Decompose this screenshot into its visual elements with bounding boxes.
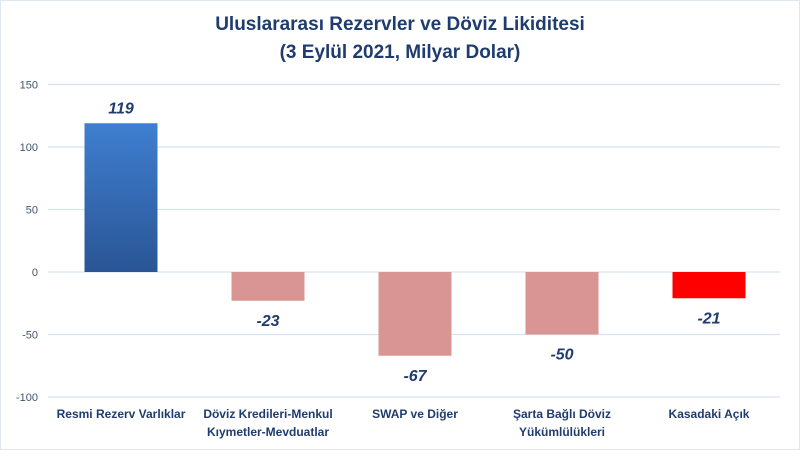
y-tick-label: -50 bbox=[22, 330, 38, 342]
data-label: -21 bbox=[697, 310, 720, 327]
bar bbox=[378, 272, 452, 356]
category-label: Yükümlülükleri bbox=[519, 425, 605, 439]
y-tick-label: 150 bbox=[20, 80, 38, 92]
data-label: -50 bbox=[550, 347, 573, 364]
data-label: 119 bbox=[108, 100, 134, 117]
y-tick-label: 100 bbox=[20, 142, 38, 154]
data-label: -67 bbox=[403, 368, 427, 385]
bar bbox=[672, 272, 746, 299]
chart-subtitle: (3 Eylül 2021, Milyar Dolar) bbox=[279, 42, 521, 63]
data-label: -23 bbox=[256, 313, 279, 330]
chart-title: Uluslararası Rezervler ve Döviz Likidite… bbox=[215, 14, 585, 35]
category-label: Döviz Kredileri-Menkul bbox=[203, 407, 332, 421]
category-label: Şarta Bağlı Döviz bbox=[513, 407, 611, 421]
bar bbox=[231, 272, 305, 301]
y-tick-label: -100 bbox=[16, 392, 38, 404]
bar bbox=[525, 272, 599, 335]
bar bbox=[84, 123, 158, 272]
y-tick-label: 50 bbox=[26, 205, 38, 217]
category-label: Kıymetler-Mevduatlar bbox=[207, 425, 329, 439]
y-tick-label: 0 bbox=[32, 267, 38, 279]
category-label: Resmi Rezerv Varlıklar bbox=[57, 407, 186, 421]
category-label: SWAP ve Diğer bbox=[372, 407, 458, 421]
category-label: Kasadaki Açık bbox=[669, 407, 750, 421]
